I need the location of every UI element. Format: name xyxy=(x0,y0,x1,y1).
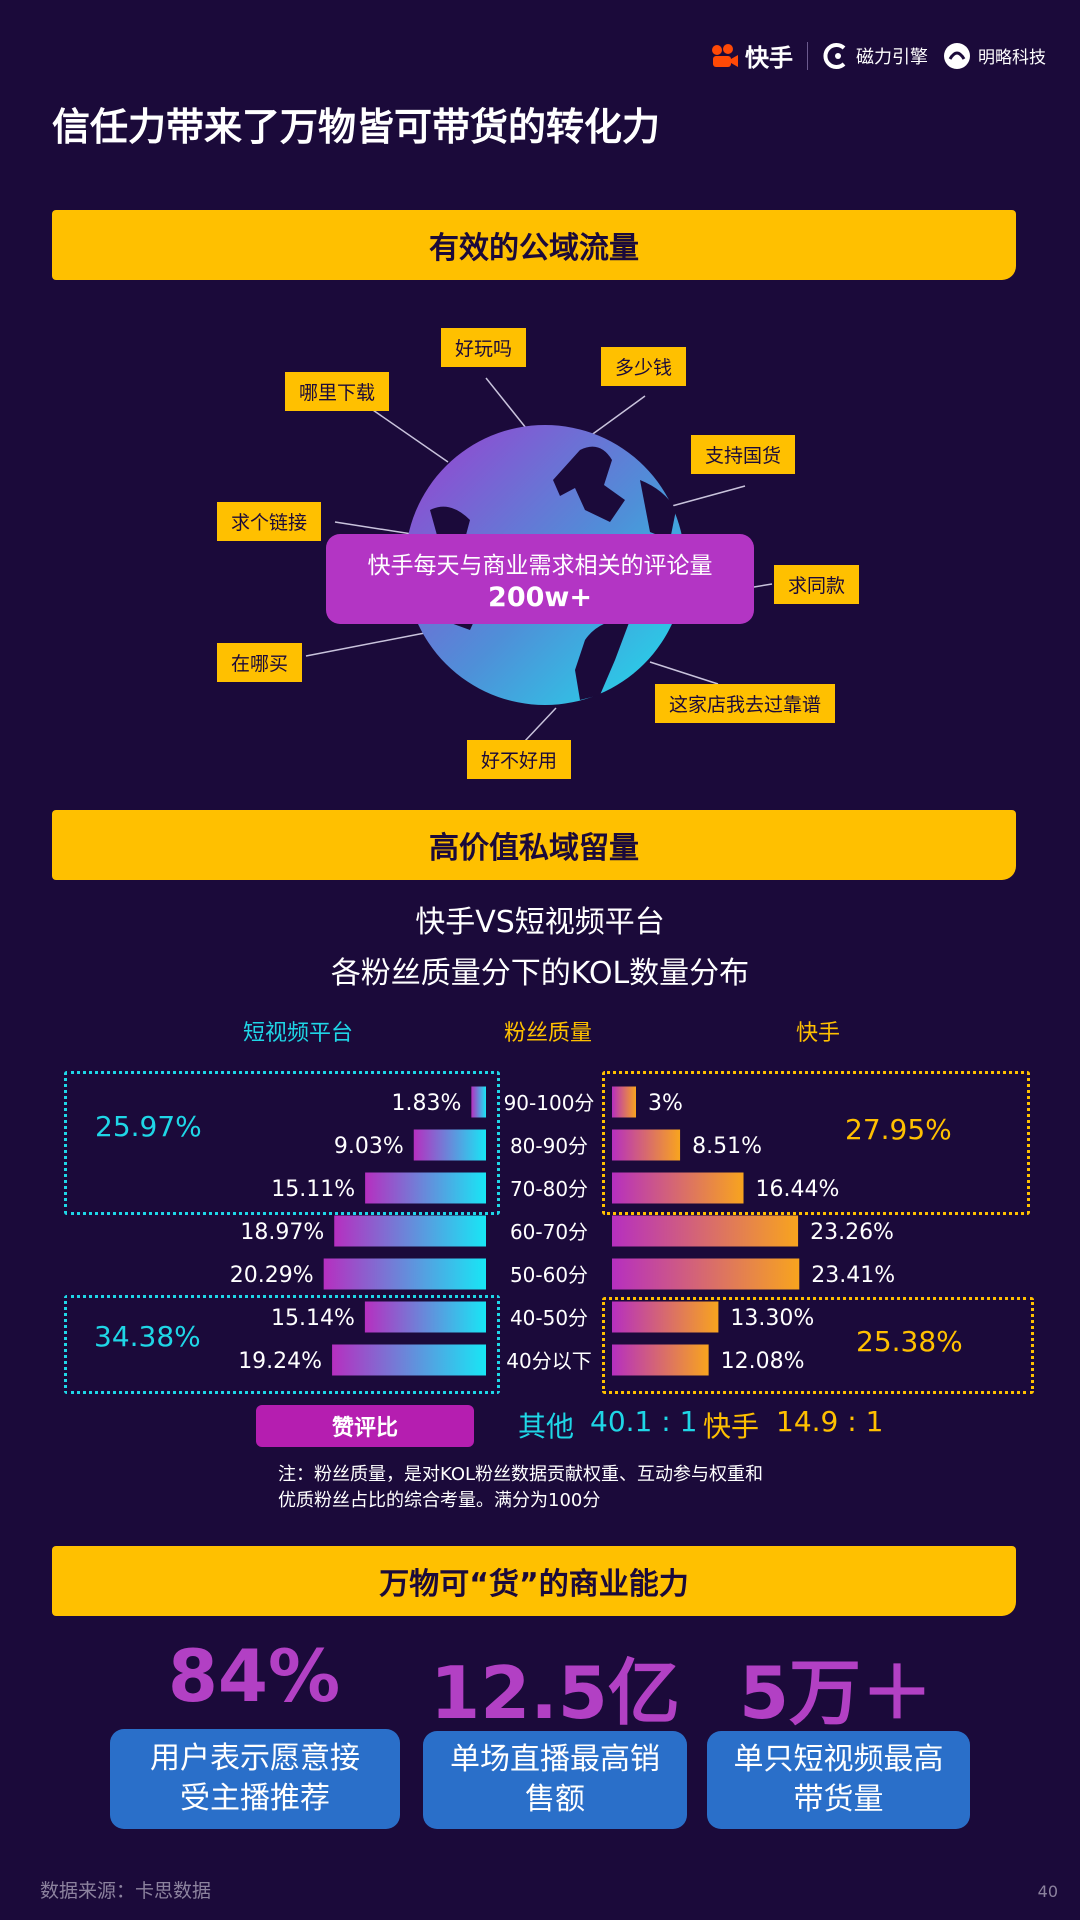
stat-label-3-line2: 带货量 xyxy=(793,1782,884,1817)
stat-label-1-line2: 受主播推荐 xyxy=(180,1781,330,1816)
tag-nalixiazai: 哪里下载 xyxy=(285,372,390,411)
bar-label-right-3: 23.26% xyxy=(810,1220,894,1245)
category-label-5: 40-50分 xyxy=(510,1306,588,1330)
bar-right-6 xyxy=(612,1344,709,1376)
ratio-other-label: 其他 xyxy=(518,1410,575,1443)
chart-title-line1: 快手VS短视频平台 xyxy=(415,905,665,940)
bar-label-left-4: 20.29% xyxy=(230,1263,314,1288)
chart-note-line1: 注：粉丝质量，是对KOL粉丝数据贡献权重、互动参与权重和 xyxy=(278,1464,764,1485)
group-box-right-bottom xyxy=(602,1297,1034,1394)
bar-right-0 xyxy=(612,1086,636,1118)
column-header-mid: 粉丝质量 xyxy=(504,1021,593,1046)
stat-value-3: 5万＋ xyxy=(738,1651,934,1735)
group-pct-right-bottom: 25.38% xyxy=(856,1325,963,1358)
stat-value-2: 12.5亿 xyxy=(430,1651,680,1735)
bar-left-5 xyxy=(364,1301,486,1333)
section-banner-private-traffic: 高价值私域留量 xyxy=(52,810,1016,880)
bar-label-right-5: 13.30% xyxy=(730,1306,814,1331)
chart-note: 注：粉丝质量，是对KOL粉丝数据贡献权重、互动参与权重和 优质粉丝占比的综合考量… xyxy=(278,1462,763,1514)
bar-left-2 xyxy=(365,1172,486,1204)
bar-left-0 xyxy=(471,1086,486,1118)
category-label-6: 40分以下 xyxy=(506,1349,591,1373)
bar-right-3 xyxy=(612,1215,799,1247)
tag-qiutongkuan: 求同款 xyxy=(774,565,860,604)
bar-label-left-1: 9.03% xyxy=(334,1134,404,1159)
chart-title-line2: 各粉丝质量分下的KOL数量分布 xyxy=(330,956,750,991)
tag-duoshaoqian: 多少钱 xyxy=(601,347,687,386)
group-box-left-top xyxy=(64,1071,500,1215)
bar-label-right-0: 3% xyxy=(648,1091,683,1116)
connector-lines xyxy=(305,377,773,743)
bar-left-4 xyxy=(323,1258,486,1290)
bar-right-5 xyxy=(612,1301,719,1333)
category-label-4: 50-60分 xyxy=(510,1263,588,1287)
tag-zainamai: 在哪买 xyxy=(217,643,303,682)
column-header-left: 短视频平台 xyxy=(243,1021,354,1046)
mininglamp-logo-icon xyxy=(944,42,970,69)
section-banner-public-traffic: 有效的公域流量 xyxy=(52,210,1016,280)
column-header-right: 快手 xyxy=(796,1021,841,1046)
bar-label-right-4: 23.41% xyxy=(811,1263,895,1288)
category-label-2: 70-80分 xyxy=(510,1177,588,1201)
tag-haowanma: 好玩吗 xyxy=(441,328,527,367)
kuaishou-logo-icon xyxy=(712,43,738,67)
bar-label-left-5: 15.14% xyxy=(271,1306,355,1331)
bar-left-3 xyxy=(334,1215,486,1247)
bar-label-right-1: 8.51% xyxy=(692,1134,762,1159)
cili-logo: 磁力引擎 xyxy=(822,42,928,70)
group-box-right-top xyxy=(602,1071,1030,1215)
bar-label-right-6: 12.08% xyxy=(721,1349,805,1374)
tag-qiugelianjie: 求个链接 xyxy=(217,502,322,541)
category-label-1: 80-90分 xyxy=(510,1134,588,1158)
chart-note-line2: 优质粉丝占比的综合考量。满分为100分 xyxy=(278,1490,601,1511)
cili-engine-logo-icon xyxy=(823,42,846,69)
comment-volume-label: 快手每天与商业需求相关的评论量 xyxy=(367,552,713,579)
bar-label-left-0: 1.83% xyxy=(391,1091,461,1116)
tag-haobuhaoyong: 好不好用 xyxy=(467,740,572,779)
bar-label-left-3: 18.97% xyxy=(240,1220,324,1245)
category-label-0: 90-100分 xyxy=(504,1091,595,1115)
group-pct-right-top: 27.95% xyxy=(845,1113,952,1146)
group-pct-left-bottom: 34.38% xyxy=(94,1320,201,1353)
stat-label-box-1: 用户表示愿意接 受主播推荐 xyxy=(110,1729,400,1829)
bar-left-6 xyxy=(332,1344,486,1376)
stat-label-box-2: 单场直播最高销 售额 xyxy=(423,1731,687,1829)
bar-left-1 xyxy=(413,1129,486,1161)
section-banner-commerce: 万物可“货”的商业能力 xyxy=(52,1546,1016,1616)
bar-label-right-2: 16.44% xyxy=(756,1177,840,1202)
stat-label-1-line1: 用户表示愿意接 xyxy=(150,1741,360,1776)
group-box-left-bottom xyxy=(64,1295,500,1394)
stat-value-1: 84% xyxy=(167,1634,341,1718)
page-number: 40 xyxy=(1037,1882,1058,1901)
header-logos: 快手 磁力引擎 明略科技 xyxy=(709,38,1046,73)
ratio-other-value: 40.1 : 1 xyxy=(590,1405,698,1438)
logo-divider xyxy=(807,41,808,70)
comment-volume-box: 快手每天与商业需求相关的评论量 200w+ xyxy=(326,534,754,624)
stat-label-2-line2: 售额 xyxy=(525,1782,585,1817)
page-title: 信任力带来了万物皆可带货的转化力 xyxy=(52,105,661,149)
stat-label-3-line1: 单只短视频最高 xyxy=(733,1742,944,1777)
comment-volume-value: 200w+ xyxy=(488,581,592,613)
bar-right-2 xyxy=(612,1172,744,1204)
tag-zhichiguohuo: 支持国货 xyxy=(691,435,796,474)
ratio-ks-label: 快手 xyxy=(703,1410,760,1443)
bar-right-4 xyxy=(612,1258,800,1290)
bar-right-1 xyxy=(612,1129,681,1161)
stat-label-box-3: 单只短视频最高 带货量 xyxy=(707,1731,970,1829)
bar-label-left-6: 19.24% xyxy=(238,1349,322,1374)
category-label-3: 60-70分 xyxy=(510,1220,588,1244)
kuaishou-logo: 快手 xyxy=(709,38,793,73)
stat-label-2-line1: 单场直播最高销 xyxy=(450,1742,660,1777)
group-pct-left-top: 25.97% xyxy=(95,1110,202,1143)
tag-zhejiadian: 这家店我去过靠谱 xyxy=(655,684,836,723)
bar-label-left-2: 15.11% xyxy=(271,1177,355,1202)
ratio-badge: 赞评比 xyxy=(256,1405,474,1447)
ratio-ks-value: 14.9 : 1 xyxy=(776,1405,884,1438)
kol-distribution-chart: 1.83% 90-100分 3% 9.03% 80-90分 8.51% 15.11% 70-8… xyxy=(230,1086,895,1376)
mininglamp-logo: 明略科技 xyxy=(942,41,1046,71)
data-source: 数据来源：卡思数据 xyxy=(40,1880,212,1902)
